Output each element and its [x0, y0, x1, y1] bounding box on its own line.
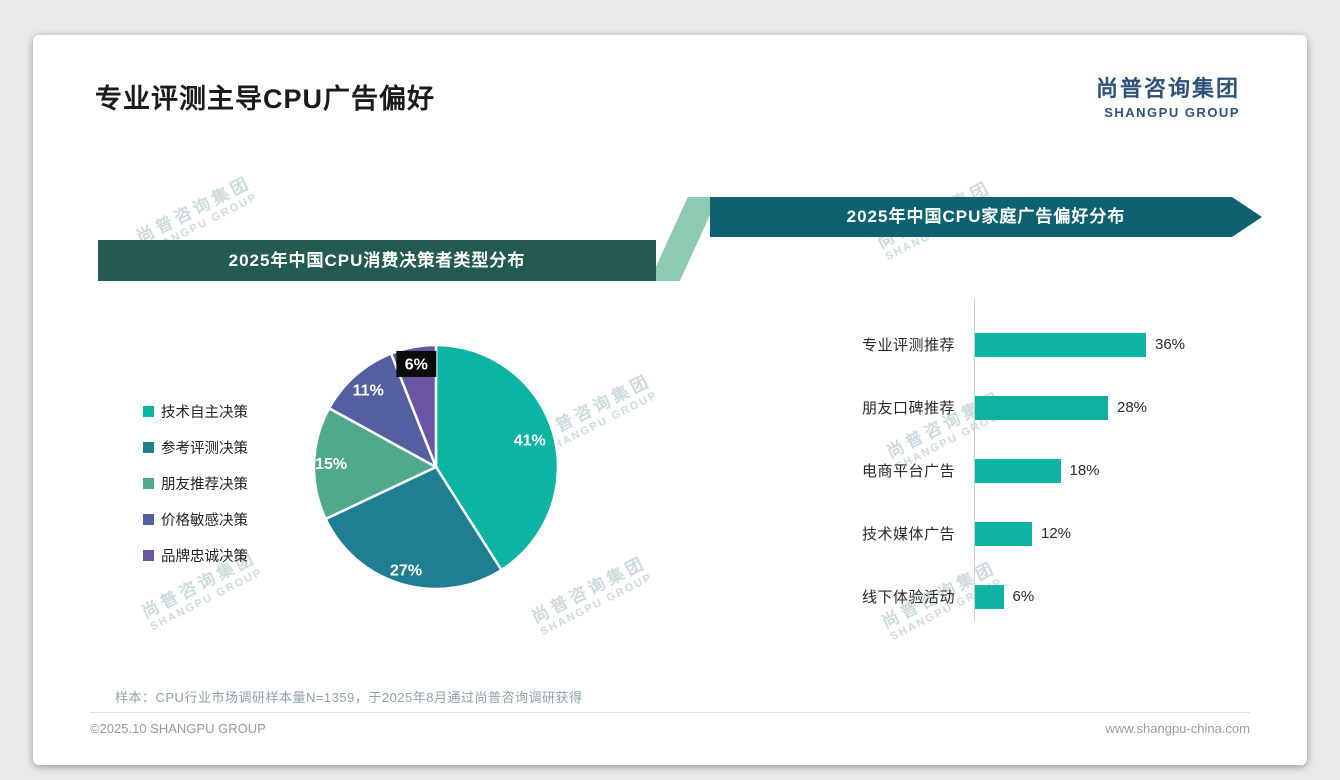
pie-slice-3 [327, 351, 439, 470]
legend-color-marker [143, 514, 154, 525]
legend-color-marker [143, 406, 154, 417]
pie-data-label: 27% [390, 563, 422, 580]
pie-label-box [396, 350, 437, 377]
bar-category-label: 电商平台广告 [861, 463, 955, 480]
sample-note: 样本：CPU行业市场调研样本量N=1359，于2025年8月通过尚普咨询调研获得 [115, 690, 583, 705]
bar-row: 线下体验活动 6% [820, 565, 1185, 628]
legend-label: 技术自主决策 [161, 405, 248, 421]
pie-data-label: 41% [514, 432, 546, 449]
bar-value-label: 28% [1117, 399, 1148, 416]
bar-value-label: 18% [1069, 462, 1100, 479]
legend-label: 品牌忠诚决策 [161, 549, 248, 565]
legend-color-marker [143, 442, 154, 453]
bar-value-label: 36% [1155, 336, 1186, 353]
legend-item: 朋友推荐决策 [143, 473, 248, 494]
legend-color-marker [143, 550, 154, 561]
logo-cn-text: 尚普咨询集团 [1095, 76, 1240, 101]
watermark-cn: 尚普咨询集团 [133, 172, 255, 248]
legend-label: 朋友推荐决策 [161, 477, 248, 493]
bar-category-label: 专业评测推荐 [861, 337, 955, 354]
bar-category-label: 技术媒体广告 [861, 526, 955, 543]
bar-category-label: 线下体验活动 [861, 589, 955, 606]
bar-chart-axis [974, 299, 975, 621]
legend-item: 参考评测决策 [143, 437, 248, 458]
slide-card: 尚普咨询集团 SHANGPU GROUP 尚普咨询集团 SHANGPU GROU… [33, 35, 1307, 765]
pie-slice-1 [323, 465, 504, 591]
page-title: 专业评测主导CPU广告偏好 [95, 84, 436, 114]
footer-website: www.shangpu-china.com [1105, 721, 1250, 736]
pie-slice-2 [312, 406, 439, 521]
bar-fill [975, 458, 1061, 483]
pie-data-label: 11% [353, 383, 384, 400]
bar-fill [975, 584, 1004, 609]
bar-category-label: 朋友口碑推荐 [861, 400, 955, 417]
footer-copyright: ©2025.10 SHANGPU GROUP [90, 721, 266, 736]
legend-item: 技术自主决策 [143, 401, 248, 422]
pie-data-label: 6% [405, 356, 428, 373]
pie-chart-banner: 2025年中国CPU消费决策者类型分布 [98, 240, 656, 281]
bar-row: 电商平台广告 18% [820, 439, 1185, 502]
legend-label: 参考评测决策 [161, 441, 248, 457]
pie-chart-svg: 41% 27% 15% 11% 6% [312, 343, 560, 591]
legend-item: 价格敏感决策 [143, 509, 248, 530]
legend-label: 价格敏感决策 [161, 513, 248, 529]
pie-chart: 41% 27% 15% 11% 6% [306, 337, 566, 597]
legend-color-marker [143, 478, 154, 489]
bar-fill [975, 395, 1108, 420]
logo-en-text: SHANGPU GROUP [1104, 105, 1240, 120]
bar-fill [975, 332, 1146, 357]
pie-data-label: 15% [315, 456, 347, 473]
bar-chart-banner: 2025年中国CPU家庭广告偏好分布 [710, 197, 1262, 237]
pie-legend: 技术自主决策 参考评测决策 朋友推荐决策 价格敏感决策 品牌忠诚决策 [143, 401, 248, 566]
watermark-en: SHANGPU GROUP [148, 566, 265, 634]
bar-row: 专业评测推荐 36% [820, 313, 1185, 376]
bar-value-label: 12% [1041, 525, 1072, 542]
legend-item: 品牌忠诚决策 [143, 545, 248, 566]
bar-value-label: 6% [1012, 588, 1035, 605]
bar-chart: 专业评测推荐 36% 朋友口碑推荐 28% 电商平台广告 18% 技术媒体广告 … [820, 299, 1185, 628]
bar-row: 技术媒体广告 12% [820, 502, 1185, 565]
bar-fill [975, 521, 1032, 546]
bar-row: 朋友口碑推荐 28% [820, 376, 1185, 439]
footer-divider [90, 712, 1250, 713]
company-logo: 尚普咨询集团 SHANGPU GROUP [1096, 71, 1240, 120]
